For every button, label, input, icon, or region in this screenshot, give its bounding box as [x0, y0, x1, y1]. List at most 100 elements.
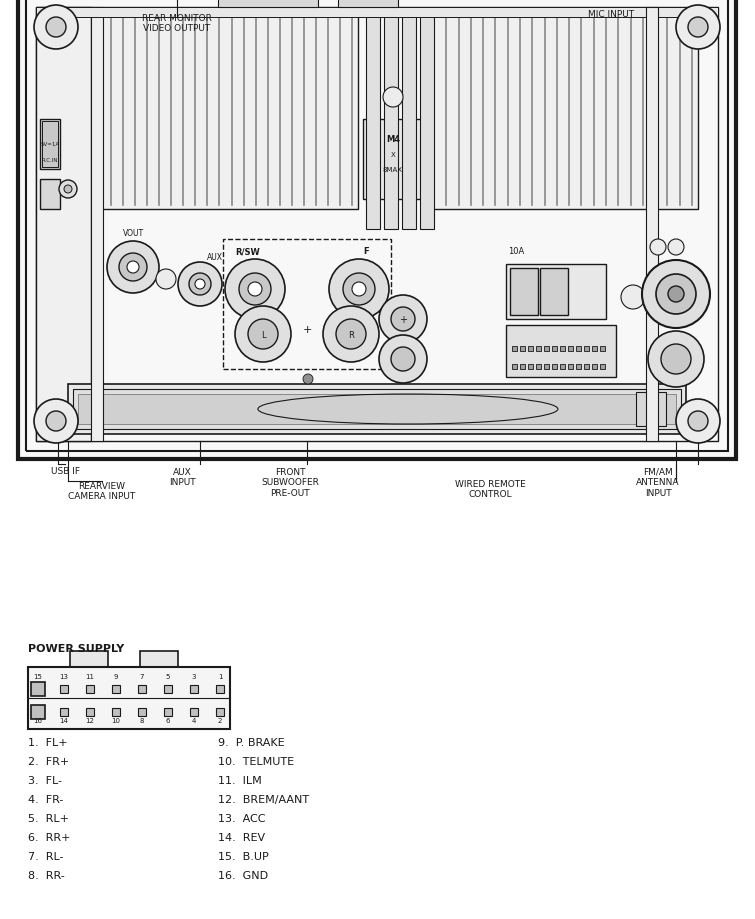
Bar — [68, 384, 686, 435]
Bar — [36, 8, 718, 18]
Text: 13: 13 — [60, 674, 69, 679]
Text: 14.  REV: 14. REV — [218, 832, 265, 842]
Circle shape — [248, 283, 262, 297]
Bar — [576, 365, 581, 369]
Text: 16: 16 — [33, 717, 42, 723]
Circle shape — [391, 347, 415, 371]
Bar — [190, 708, 198, 716]
Text: 6: 6 — [166, 717, 170, 723]
Circle shape — [34, 6, 78, 50]
Text: 16.  GND: 16. GND — [218, 870, 268, 880]
Circle shape — [189, 274, 211, 296]
Circle shape — [383, 88, 403, 108]
Bar — [138, 708, 146, 716]
Circle shape — [379, 296, 427, 344]
Text: 6.  RR+: 6. RR+ — [28, 832, 70, 842]
Text: 8MAX: 8MAX — [383, 167, 403, 173]
Bar — [216, 685, 224, 693]
Bar — [40, 180, 60, 210]
Bar — [536, 365, 541, 369]
Circle shape — [656, 275, 696, 314]
Circle shape — [391, 308, 415, 332]
Bar — [164, 685, 172, 693]
Text: X: X — [390, 152, 396, 158]
Bar — [560, 365, 565, 369]
Bar — [584, 346, 589, 352]
Text: R.C.IN: R.C.IN — [42, 157, 58, 163]
Bar — [568, 346, 573, 352]
Bar — [42, 122, 58, 168]
Circle shape — [46, 412, 66, 432]
Text: 14: 14 — [60, 717, 69, 723]
Text: 2: 2 — [217, 717, 222, 723]
Bar — [31, 705, 45, 719]
Bar — [36, 8, 718, 441]
Bar — [544, 346, 549, 352]
Bar — [528, 346, 533, 352]
Bar — [592, 365, 597, 369]
Circle shape — [239, 274, 271, 306]
Text: FRONT
SUBWOOFER
PRE-OUT: FRONT SUBWOOFER PRE-OUT — [261, 468, 319, 497]
Circle shape — [642, 261, 710, 329]
Bar — [91, 8, 103, 441]
Circle shape — [343, 274, 375, 306]
Bar — [31, 682, 45, 696]
Bar — [646, 8, 658, 441]
Circle shape — [650, 240, 666, 255]
Circle shape — [64, 186, 72, 194]
Bar — [73, 390, 681, 429]
Bar — [384, 10, 398, 230]
Text: 8: 8 — [140, 717, 144, 723]
Bar — [520, 346, 525, 352]
Text: 11: 11 — [85, 674, 94, 679]
Text: R/SW: R/SW — [236, 247, 260, 256]
Text: AUX
INPUT: AUX INPUT — [168, 468, 196, 487]
Bar — [216, 708, 224, 716]
Bar — [540, 268, 568, 315]
Text: 10: 10 — [112, 717, 121, 723]
Circle shape — [34, 400, 78, 444]
Text: 15: 15 — [33, 674, 42, 679]
Text: 5.  RL+: 5. RL+ — [28, 813, 69, 823]
Circle shape — [178, 263, 222, 307]
Circle shape — [303, 375, 313, 384]
Bar — [86, 708, 94, 716]
Bar — [420, 10, 434, 230]
Bar — [218, 0, 318, 8]
Circle shape — [225, 260, 285, 320]
Bar — [552, 346, 557, 352]
Text: 7.  RL-: 7. RL- — [28, 851, 63, 861]
Circle shape — [59, 181, 77, 199]
Bar — [40, 119, 60, 170]
Bar — [223, 240, 391, 369]
Circle shape — [248, 320, 278, 349]
Text: WIRED REMOTE
CONTROL: WIRED REMOTE CONTROL — [455, 480, 525, 499]
Bar — [600, 365, 605, 369]
Bar — [140, 652, 178, 667]
Circle shape — [668, 240, 684, 255]
Bar — [568, 365, 573, 369]
Bar — [428, 15, 698, 210]
Bar — [78, 394, 676, 425]
Bar — [506, 325, 616, 378]
Bar — [544, 365, 549, 369]
Bar — [28, 667, 230, 729]
Bar — [60, 708, 68, 716]
Text: 5: 5 — [166, 674, 170, 679]
Text: +: + — [399, 314, 407, 324]
Bar — [520, 365, 525, 369]
Text: VOUT: VOUT — [122, 229, 143, 238]
Text: 10A: 10A — [508, 247, 524, 256]
Circle shape — [127, 262, 139, 274]
Text: 3.  FL-: 3. FL- — [28, 775, 62, 785]
Text: MIC INPUT: MIC INPUT — [588, 10, 634, 19]
Circle shape — [688, 412, 708, 432]
Bar — [363, 119, 423, 199]
Bar — [592, 346, 597, 352]
Bar — [70, 652, 108, 667]
Bar — [506, 265, 606, 320]
Text: 15.  B.UP: 15. B.UP — [218, 851, 269, 861]
Text: F: F — [363, 247, 368, 256]
Circle shape — [323, 307, 379, 363]
Text: POWER SUPPLY: POWER SUPPLY — [28, 643, 125, 653]
